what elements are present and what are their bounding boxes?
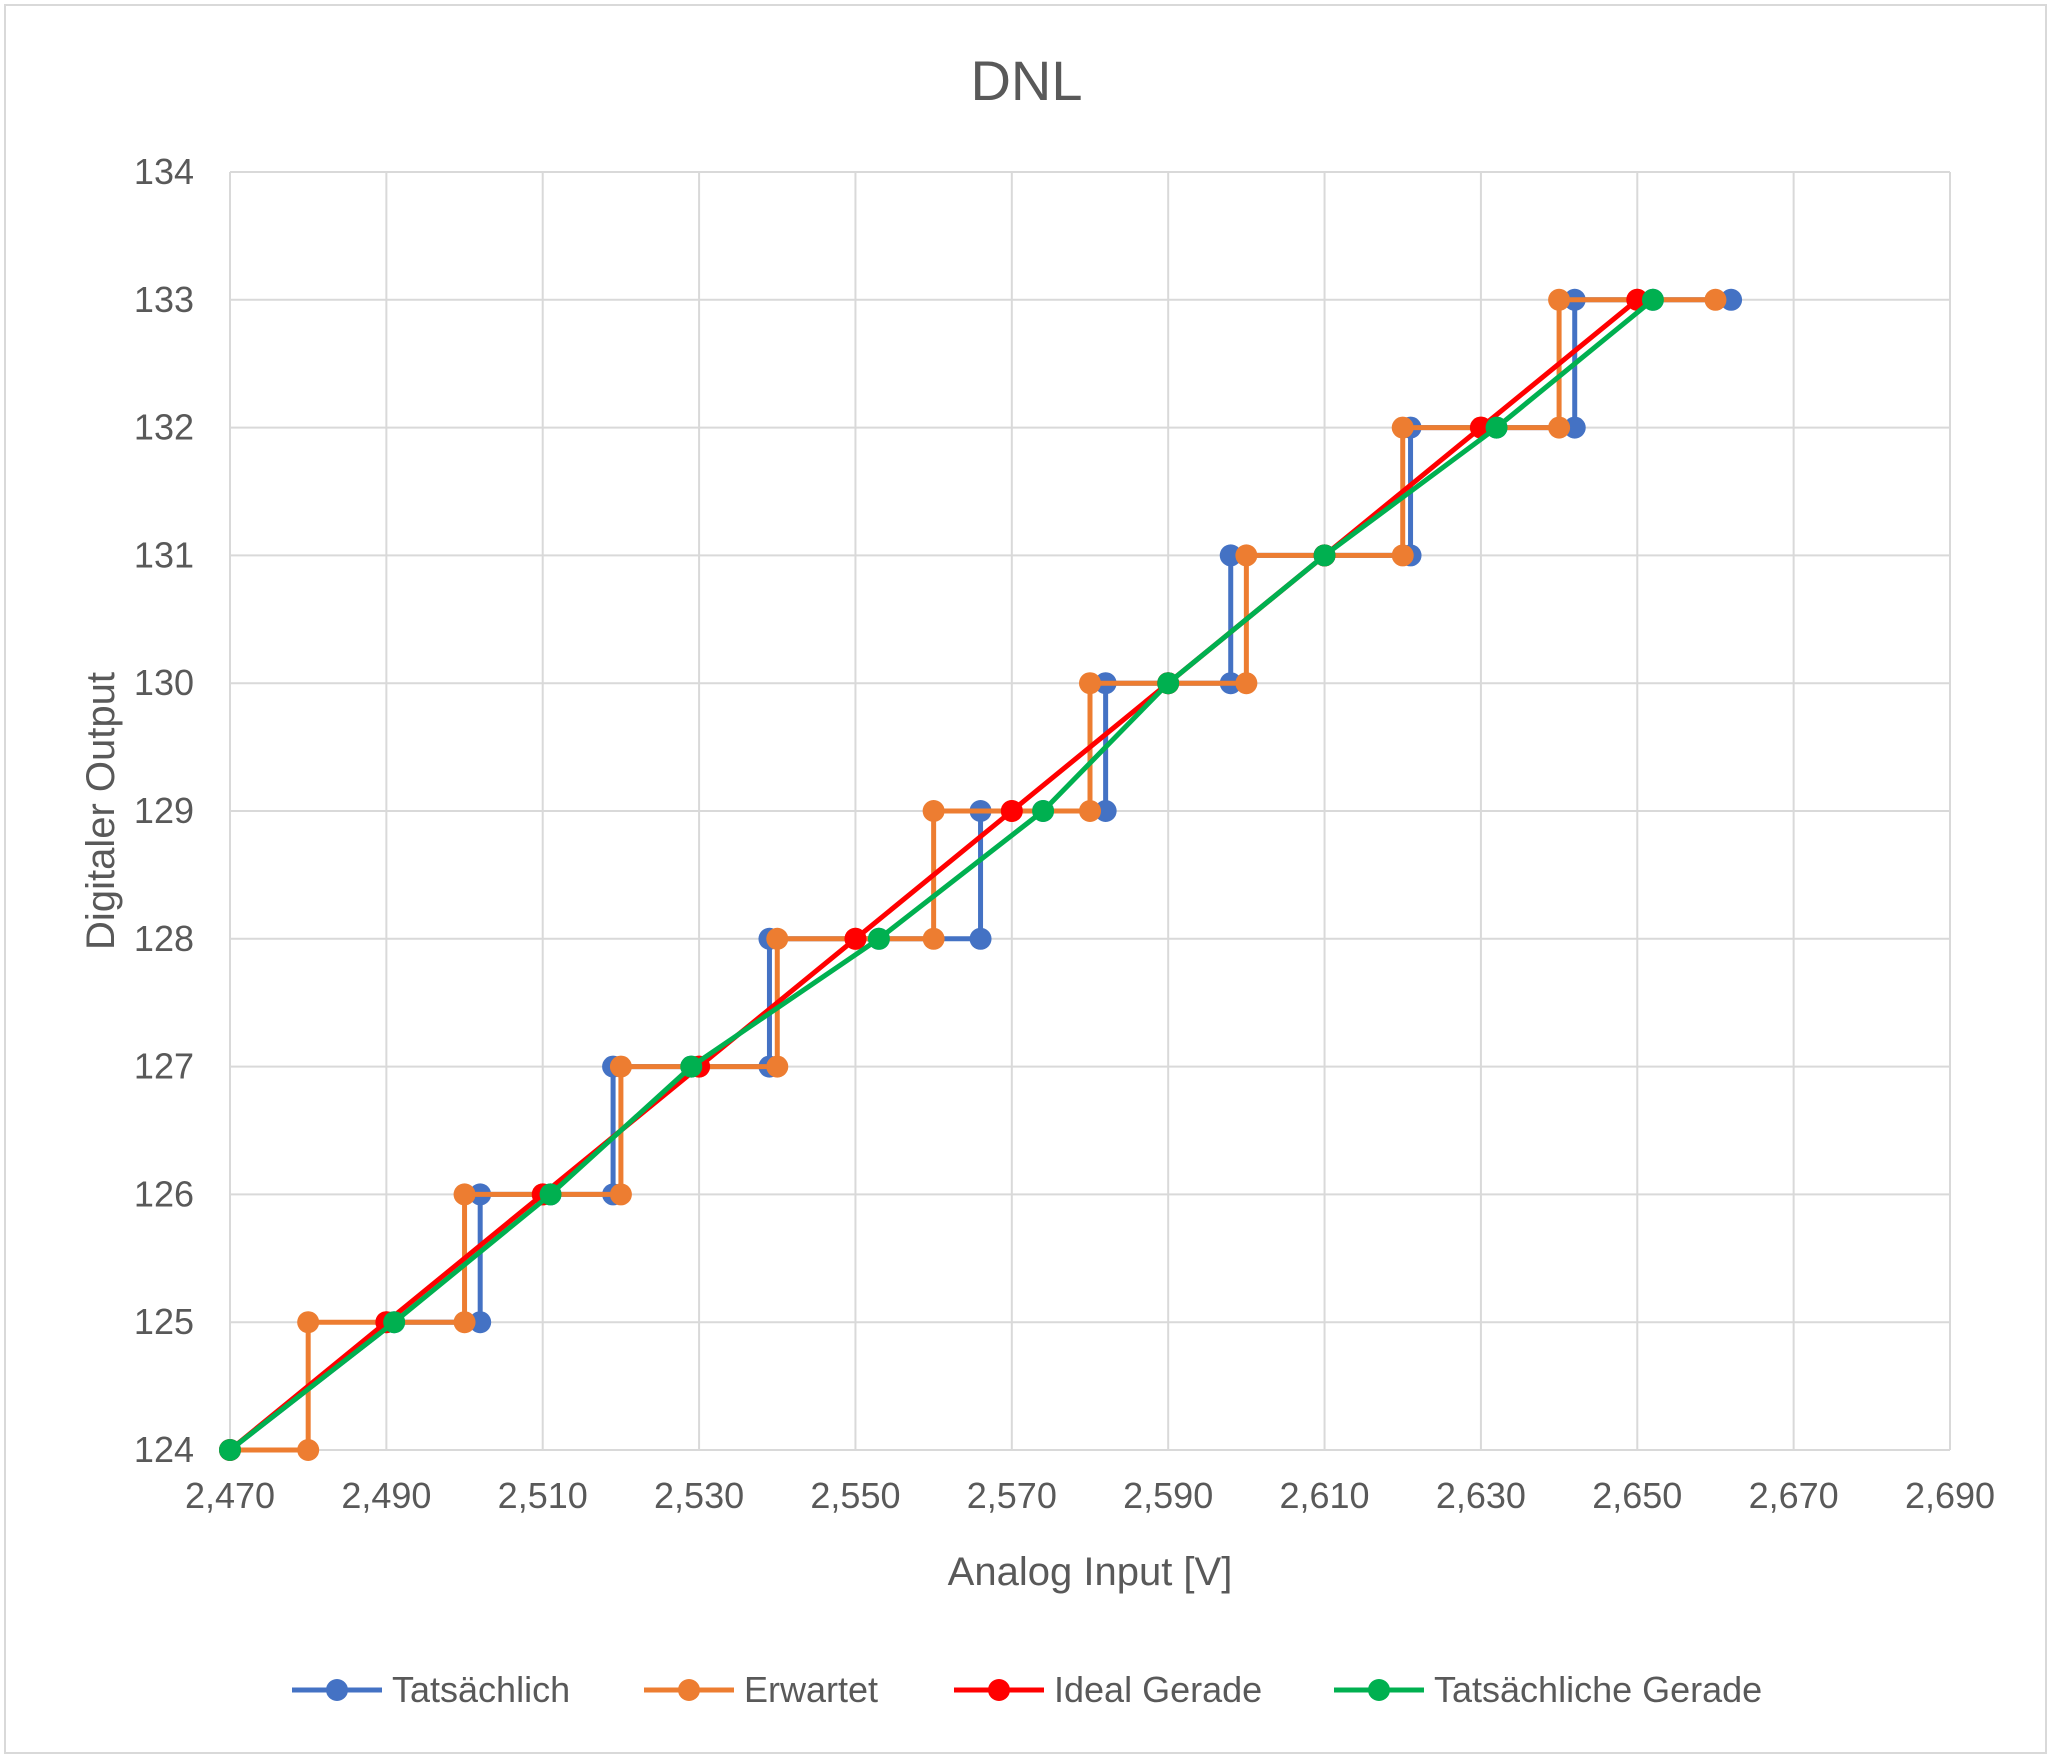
- x-tick-label: 2,530: [654, 1475, 744, 1516]
- x-tick-label: 2,690: [1905, 1475, 1995, 1516]
- legend-label: Ideal Gerade: [1054, 1669, 1262, 1710]
- series-3: [219, 288, 1649, 1461]
- data-point: [766, 1055, 789, 1078]
- legend-item: Tatsächlich: [292, 1669, 570, 1710]
- data-point: [1235, 672, 1258, 695]
- x-tick-label: 2,570: [967, 1475, 1057, 1516]
- data-point: [1157, 672, 1180, 695]
- legend-item: Tatsächliche Gerade: [1334, 1669, 1762, 1710]
- data-point: [539, 1183, 562, 1206]
- data-point: [766, 927, 789, 950]
- y-tick-label: 133: [134, 279, 194, 320]
- series-line: [228, 297, 1655, 1452]
- data-point: [1219, 544, 1242, 567]
- data-point: [453, 1311, 476, 1334]
- data-point: [297, 1311, 320, 1334]
- series-1: [219, 288, 1743, 1461]
- legend-label: Tatsächliche Gerade: [1434, 1669, 1762, 1710]
- legend-item: Erwartet: [644, 1669, 878, 1710]
- y-tick-label: 127: [134, 1046, 194, 1087]
- data-point: [1391, 544, 1414, 567]
- data-point: [609, 1183, 632, 1206]
- data-point: [297, 1439, 320, 1461]
- data-point: [680, 1055, 703, 1078]
- data-point: [609, 1055, 632, 1078]
- legend-swatch-marker: [678, 1679, 700, 1701]
- y-tick-label: 125: [134, 1301, 194, 1342]
- data-point: [922, 927, 945, 950]
- series-2: [219, 288, 1727, 1461]
- data-point: [219, 1439, 241, 1461]
- series-line: [228, 297, 1639, 1452]
- data-point: [1094, 800, 1117, 822]
- data-point: [1704, 288, 1727, 311]
- data-point: [1079, 800, 1101, 822]
- legend: Tatsächlich Erwartet Ideal Gerade Tatsächli…: [292, 1669, 1762, 1710]
- x-tick-label: 2,490: [341, 1475, 431, 1516]
- data-point: [453, 1183, 476, 1206]
- x-axis-title: Analog Input [V]: [948, 1550, 1233, 1594]
- data-point: [383, 1311, 406, 1334]
- data-point: [1313, 544, 1336, 567]
- x-tick-label: 2,670: [1749, 1475, 1839, 1516]
- data-point: [1235, 544, 1258, 567]
- data-point: [867, 927, 890, 950]
- data-point: [1391, 416, 1414, 439]
- data-point: [1000, 800, 1023, 822]
- y-tick-label: 129: [134, 790, 194, 831]
- series-line: [228, 297, 1732, 1452]
- x-tick-label: 2,550: [810, 1475, 900, 1516]
- series-4: [219, 288, 1664, 1461]
- x-tick-label: 2,590: [1123, 1475, 1213, 1516]
- series-group: [219, 288, 1743, 1461]
- grid: [229, 171, 1951, 1451]
- data-point: [469, 1311, 492, 1334]
- y-tick-label: 128: [134, 918, 194, 959]
- data-point: [1563, 416, 1586, 439]
- legend-swatch-marker: [326, 1679, 348, 1701]
- data-point: [1548, 288, 1571, 311]
- data-point: [922, 800, 945, 822]
- y-axis-title: Digitaler Output: [79, 672, 123, 950]
- y-tick-labels: 124 125 126 127 128 129 130 131 132 133 134: [134, 151, 194, 1470]
- y-tick-label: 130: [134, 662, 194, 703]
- y-tick-label: 124: [134, 1429, 194, 1470]
- x-tick-label: 2,510: [498, 1475, 588, 1516]
- x-tick-labels: 2,470 2,490 2,510 2,530 2,550 2,570 2,590 2,610…: [185, 1475, 1995, 1516]
- data-point: [1641, 288, 1664, 311]
- data-point: [1032, 800, 1055, 822]
- y-tick-label: 134: [134, 151, 194, 192]
- data-point: [1485, 416, 1508, 439]
- y-tick-label: 132: [134, 407, 194, 448]
- y-tick-label: 126: [134, 1173, 194, 1214]
- legend-label: Tatsächlich: [392, 1669, 570, 1710]
- data-point: [969, 927, 992, 950]
- data-point: [1720, 288, 1743, 311]
- x-tick-label: 2,630: [1436, 1475, 1526, 1516]
- data-point: [1079, 672, 1101, 695]
- legend-swatch-marker: [1368, 1679, 1390, 1701]
- data-point: [1548, 416, 1571, 439]
- data-point: [844, 927, 867, 950]
- legend-label: Erwartet: [744, 1669, 878, 1710]
- y-tick-label: 131: [134, 534, 194, 575]
- chart-title: DNL: [970, 49, 1083, 112]
- x-tick-label: 2,610: [1279, 1475, 1369, 1516]
- x-tick-label: 2,650: [1592, 1475, 1682, 1516]
- legend-swatch-marker: [988, 1679, 1010, 1701]
- x-tick-label: 2,470: [185, 1475, 275, 1516]
- legend-item: Ideal Gerade: [954, 1669, 1262, 1710]
